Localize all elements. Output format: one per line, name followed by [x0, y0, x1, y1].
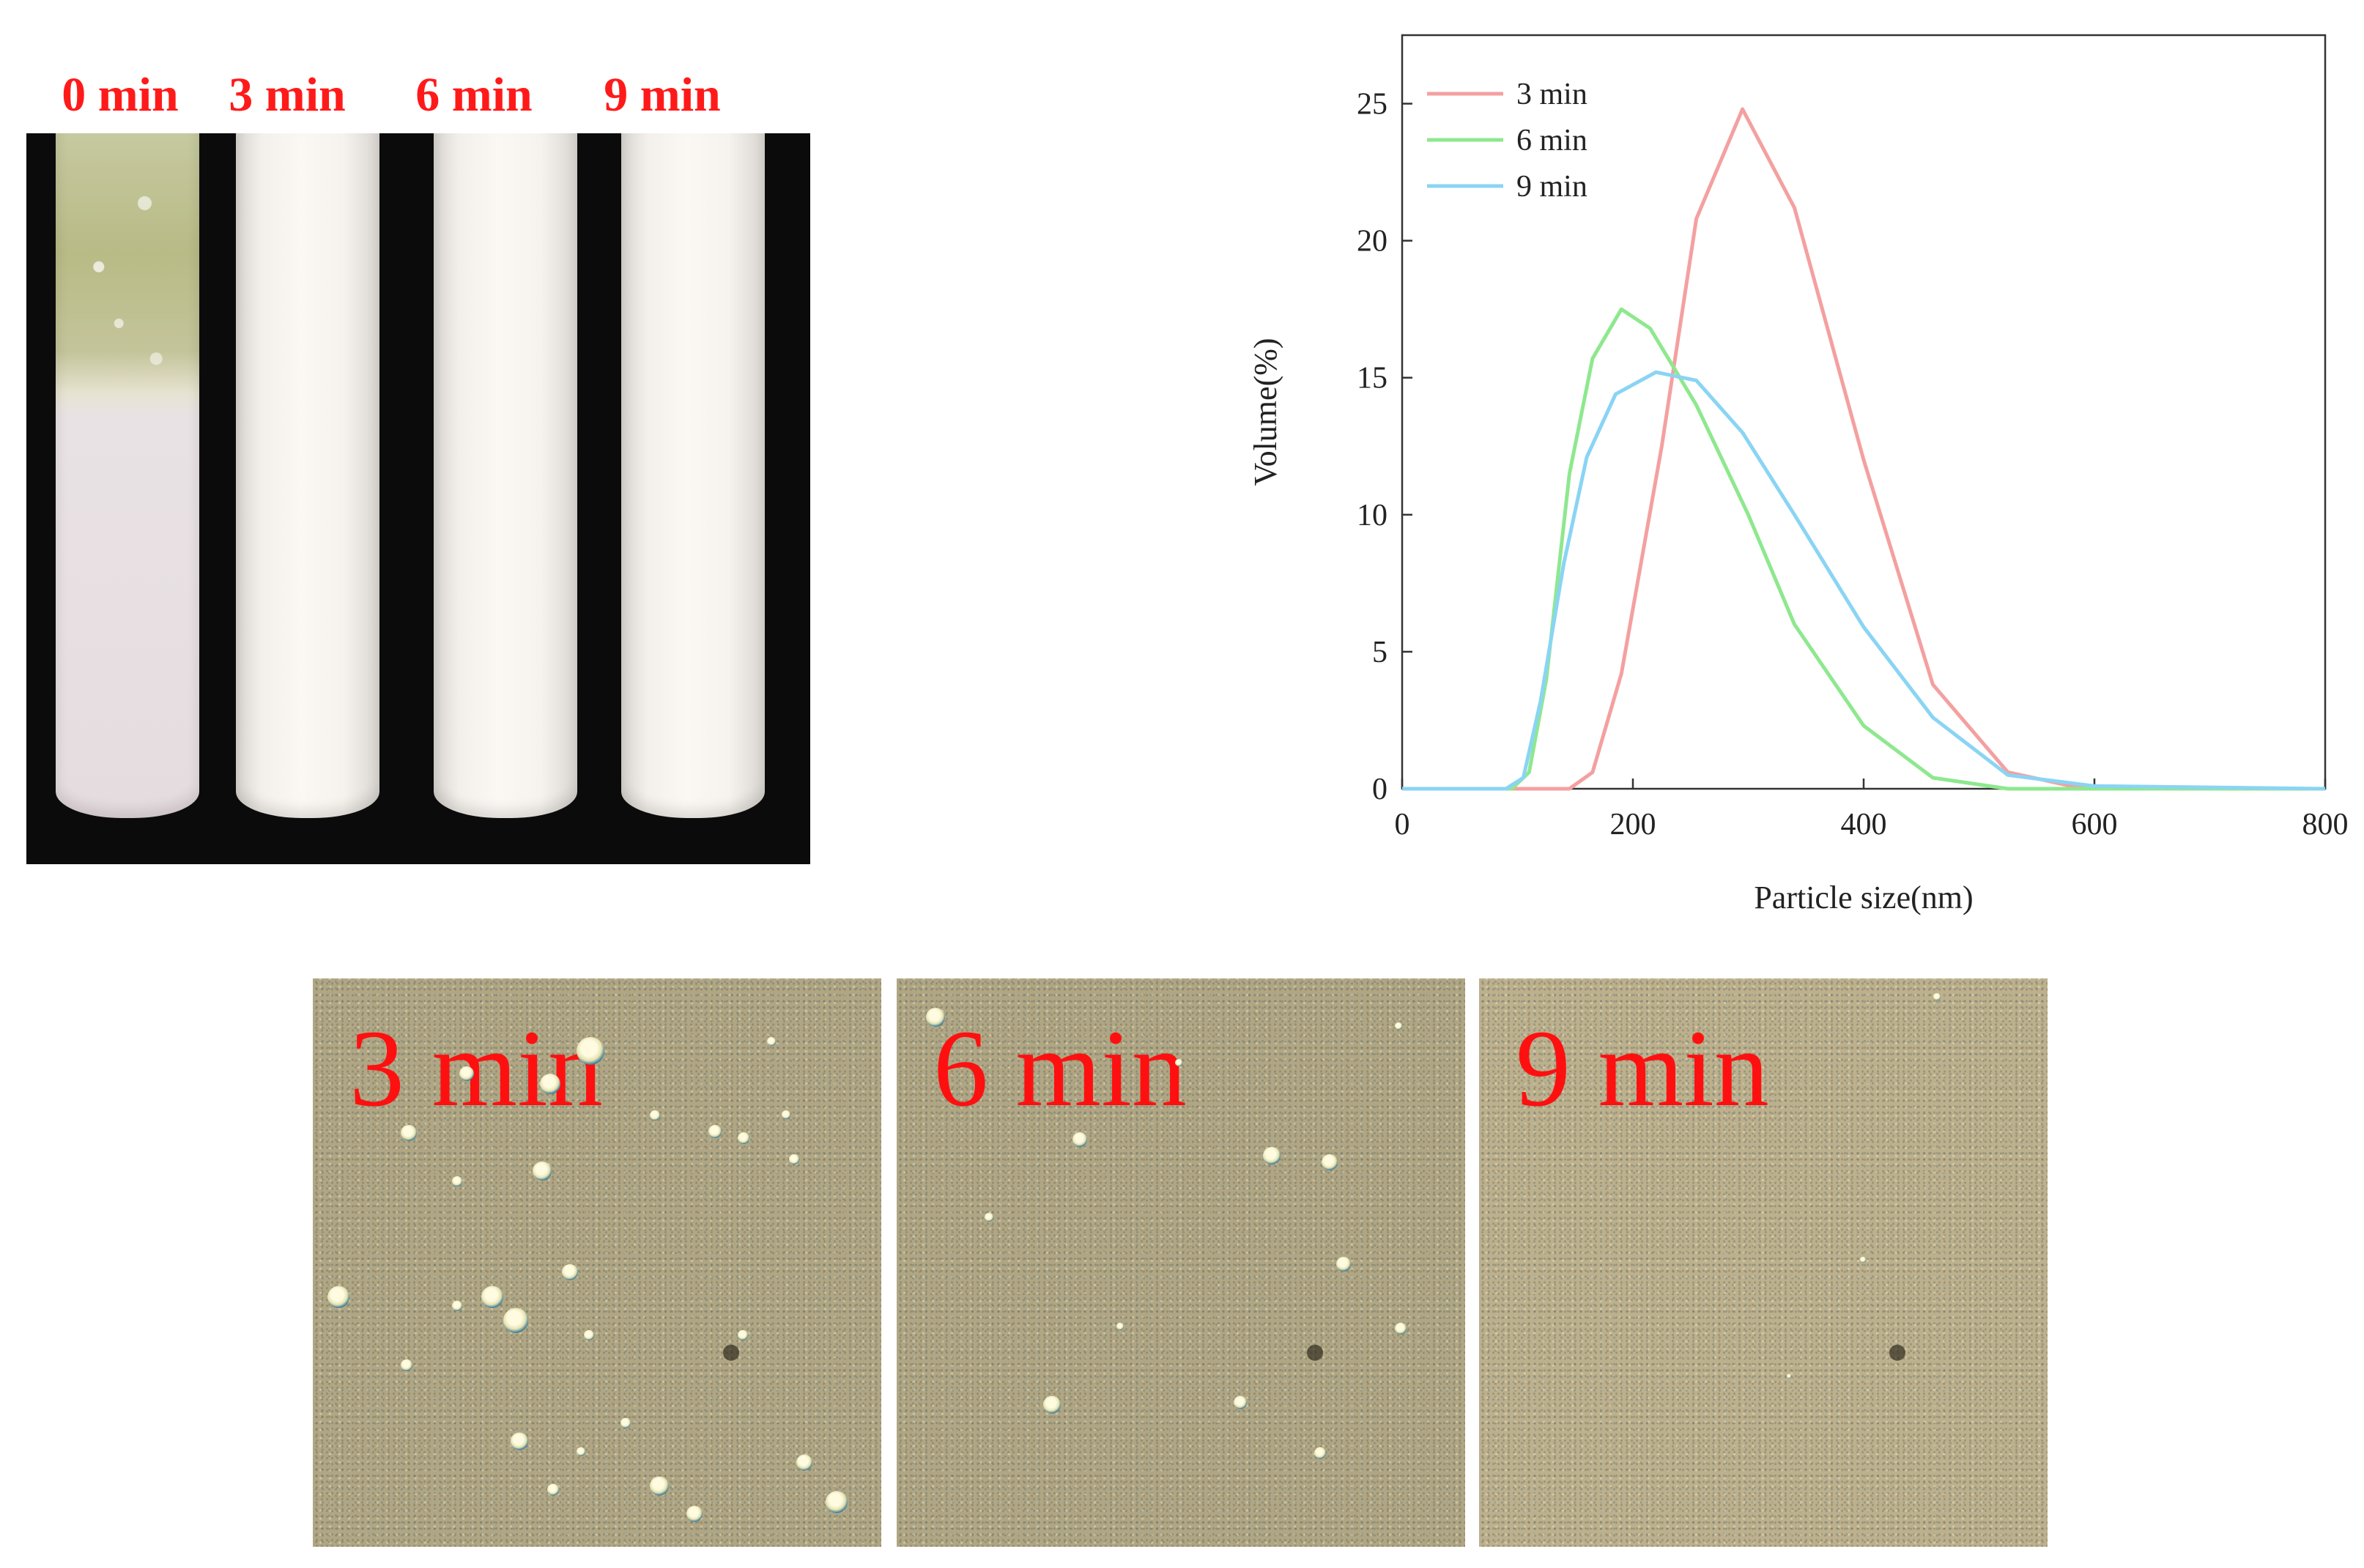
droplet: [738, 1132, 749, 1144]
x-tick-label: 0: [1395, 808, 1410, 841]
droplet: [782, 1110, 790, 1119]
droplet: [1933, 993, 1941, 1000]
droplet: [584, 1330, 594, 1340]
y-tick-label: 0: [1372, 773, 1387, 806]
emulsion-tube-photo: [26, 133, 810, 864]
x-tick-label: 400: [1841, 808, 1887, 841]
droplet: [1787, 1374, 1791, 1378]
chart-legend: 3 min 6 min 9 min: [1427, 78, 1587, 204]
droplet: [767, 1037, 776, 1046]
tube-0min: [56, 133, 199, 818]
droplet: [650, 1476, 669, 1495]
x-axis-title: Particle size(nm): [1754, 880, 1973, 915]
droplet: [620, 1418, 631, 1428]
legend-label-3min: 3 min: [1516, 78, 1587, 111]
micrograph-9min: 9 min: [1479, 978, 2048, 1547]
droplet: [1072, 1132, 1087, 1147]
y-tick-label: 5: [1372, 636, 1387, 669]
tube-9min: [621, 133, 765, 818]
micrograph-label-3min: 3 min: [349, 1008, 603, 1129]
droplet: [1322, 1154, 1338, 1170]
micrograph-label-6min: 6 min: [933, 1008, 1187, 1129]
series-line-3min: [1402, 107, 2325, 791]
droplet: [511, 1433, 528, 1450]
tube-label-0min: 0 min: [62, 68, 179, 122]
droplet: [459, 1066, 474, 1081]
droplet: [503, 1308, 528, 1333]
x-tick-label: 800: [2302, 808, 2349, 841]
droplet: [826, 1491, 848, 1513]
droplet: [1395, 1323, 1407, 1334]
debris-speck: [1307, 1345, 1323, 1361]
droplet: [926, 1008, 945, 1027]
tube-3min: [236, 133, 379, 818]
series-line-9min: [1402, 370, 2326, 791]
micrograph-3min: 3 min: [313, 978, 881, 1547]
micrograph-label-9min: 9 min: [1516, 1008, 1769, 1129]
droplet: [1314, 1447, 1326, 1459]
droplet: [1043, 1396, 1061, 1413]
y-tick-label: 10: [1357, 499, 1387, 532]
legend-label-9min: 9 min: [1516, 170, 1587, 204]
droplet: [985, 1213, 993, 1222]
x-tick-label: 200: [1610, 808, 1656, 841]
droplet: [452, 1176, 462, 1186]
x-axis-ticks: 0 200 400 600 800: [1395, 779, 2349, 841]
droplet: [1263, 1147, 1281, 1164]
droplet: [562, 1264, 578, 1280]
droplet: [738, 1330, 748, 1340]
droplet: [327, 1286, 349, 1308]
droplet: [1175, 1059, 1182, 1066]
droplet: [789, 1154, 799, 1164]
droplet: [577, 1447, 585, 1456]
droplet: [1336, 1257, 1351, 1271]
y-tick-label: 15: [1357, 362, 1387, 395]
droplet: [1395, 1022, 1402, 1030]
droplet: [452, 1301, 462, 1311]
droplet: [401, 1125, 417, 1141]
tube-6min: [434, 133, 577, 818]
droplet: [686, 1506, 703, 1522]
y-axis-title: Volume(%): [1248, 338, 1283, 486]
droplet: [547, 1484, 559, 1495]
tube-label-3min: 3 min: [229, 68, 346, 122]
series-line-6min: [1402, 307, 2325, 791]
tube-labels: 0 min 3 min 6 min 9 min: [26, 62, 810, 128]
droplet: [796, 1454, 812, 1471]
droplet: [1116, 1323, 1124, 1330]
debris-speck: [723, 1345, 739, 1361]
y-tick-label: 25: [1357, 88, 1387, 122]
droplet: [401, 1359, 412, 1371]
droplet: [1234, 1396, 1247, 1409]
tube-label-9min: 9 min: [604, 68, 721, 122]
droplet: [650, 1110, 660, 1121]
legend-label-6min: 6 min: [1516, 124, 1587, 157]
droplet: [1860, 1257, 1866, 1263]
y-tick-label: 20: [1357, 225, 1387, 259]
micrograph-6min: 6 min: [897, 978, 1465, 1547]
particle-size-chart: 0 5 10 15 20 25 0 200 400 600 800 3 min 6 min 9 min…: [1248, 34, 2349, 915]
tube-label-6min: 6 min: [415, 68, 533, 122]
droplet: [540, 1074, 560, 1094]
droplet: [533, 1162, 552, 1181]
series-lines: [1402, 107, 2326, 791]
y-axis-ticks: 0 5 10 15 20 25: [1357, 88, 1412, 806]
x-tick-label: 600: [2072, 808, 2118, 841]
droplet: [708, 1125, 722, 1138]
droplet: [481, 1286, 503, 1308]
droplet: [577, 1037, 604, 1065]
debris-speck: [1889, 1345, 1905, 1361]
